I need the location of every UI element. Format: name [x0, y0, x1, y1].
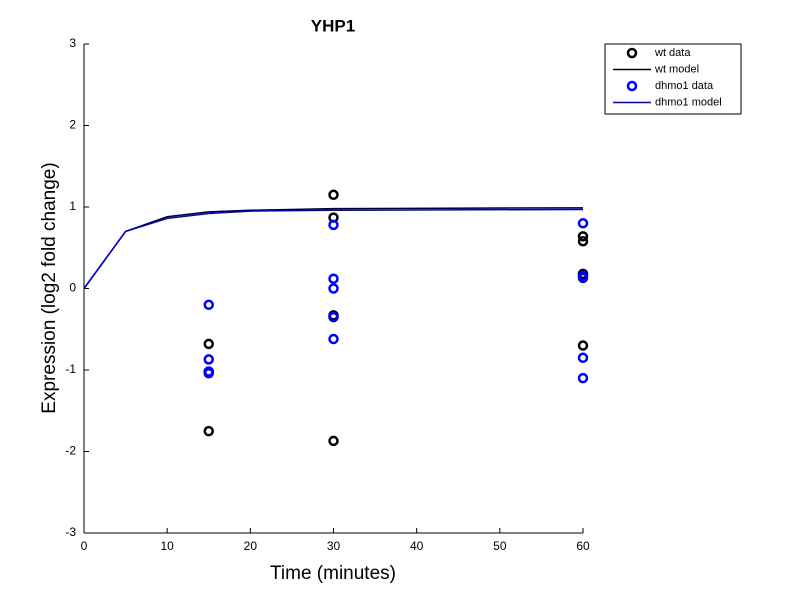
data-point	[328, 311, 339, 323]
legend-label: wt model	[654, 63, 699, 75]
data-point	[577, 231, 589, 242]
data-point	[203, 354, 214, 365]
x-tick-label: 30	[327, 539, 341, 553]
x-tick-label: 40	[410, 539, 424, 553]
legend-marker	[626, 47, 638, 59]
y-tick-label: 3	[69, 36, 76, 50]
y-tick-label: -1	[65, 362, 76, 376]
data-point	[577, 235, 589, 247]
data-point	[577, 352, 589, 364]
data-point	[328, 435, 339, 447]
legend-label: dhmo1 model	[655, 96, 722, 108]
legend-label: dhmo1 data	[655, 80, 714, 92]
y-tick-label: -2	[65, 444, 76, 458]
data-point	[328, 333, 339, 345]
y-axis-label: Expression (log2 fold change)	[39, 162, 60, 413]
x-tick-label: 10	[160, 539, 174, 553]
data-point	[577, 340, 589, 351]
x-tick-label: 20	[244, 539, 258, 553]
data-point	[328, 189, 339, 201]
x-axis-label: Time (minutes)	[270, 563, 396, 584]
data-point	[203, 299, 214, 311]
legend-label: wt data	[654, 47, 691, 59]
x-tick-label: 0	[81, 539, 88, 553]
data-point	[328, 273, 339, 284]
x-tick-label: 60	[576, 539, 590, 553]
data-point	[203, 368, 214, 379]
y-tick-label: 2	[69, 118, 76, 132]
data-point	[203, 338, 214, 350]
data-point	[577, 272, 589, 284]
data-point	[328, 283, 339, 294]
y-tick-label: -3	[65, 525, 76, 539]
legend-marker	[626, 80, 638, 92]
data-point	[328, 219, 339, 231]
y-tick-label: 0	[69, 281, 76, 295]
y-tick-label: 1	[69, 199, 76, 213]
model-line	[83, 208, 584, 289]
data-point	[577, 218, 589, 229]
x-tick-label: 50	[493, 539, 507, 553]
data-point	[203, 425, 214, 437]
chart-title: YHP1	[311, 16, 355, 35]
data-point	[577, 372, 589, 384]
